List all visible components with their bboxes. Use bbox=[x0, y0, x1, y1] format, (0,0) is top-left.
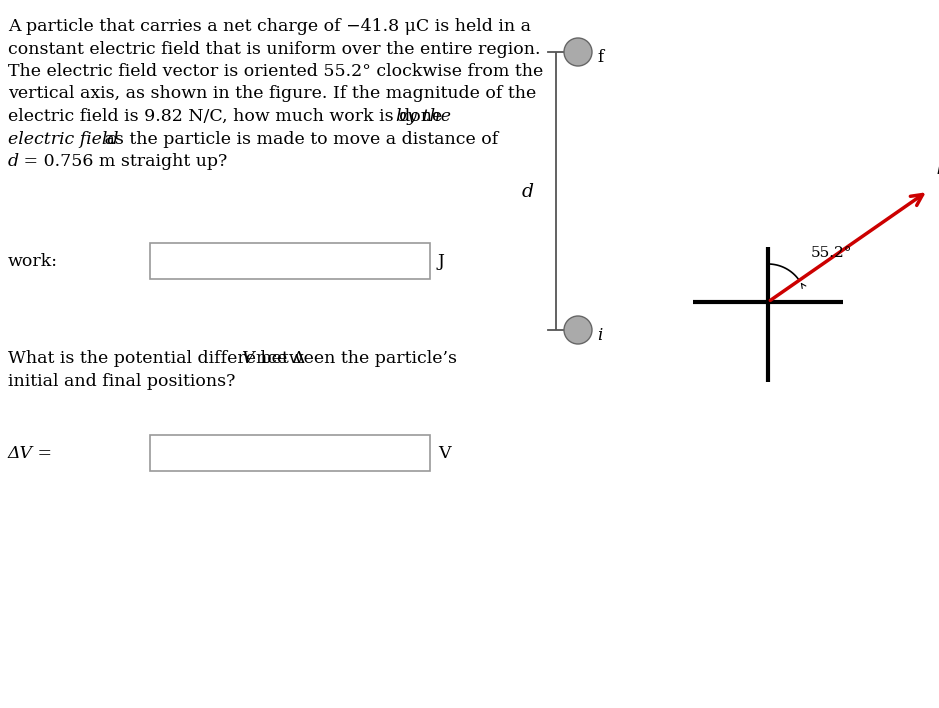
Text: electric field: electric field bbox=[8, 130, 118, 147]
Text: constant electric field that is uniform over the entire region.: constant electric field that is uniform … bbox=[8, 40, 541, 57]
Text: between the particle’s: between the particle’s bbox=[255, 350, 457, 367]
Circle shape bbox=[564, 38, 592, 66]
Text: V: V bbox=[438, 445, 451, 462]
Text: by the: by the bbox=[396, 108, 451, 125]
Text: f: f bbox=[597, 50, 603, 67]
Text: What is the potential difference Δ: What is the potential difference Δ bbox=[8, 350, 305, 367]
Circle shape bbox=[564, 316, 592, 344]
Text: $\vec{E}$: $\vec{E}$ bbox=[936, 156, 939, 178]
Text: as the particle is made to move a distance of: as the particle is made to move a distan… bbox=[99, 130, 499, 147]
Text: V: V bbox=[241, 350, 254, 367]
Text: ΔV =: ΔV = bbox=[8, 445, 53, 462]
Bar bbox=[150, 435, 430, 471]
Text: A particle that carries a net charge of −41.8 μC is held in a: A particle that carries a net charge of … bbox=[8, 18, 531, 35]
Text: d: d bbox=[522, 183, 534, 201]
Text: J: J bbox=[438, 253, 445, 270]
Text: work:: work: bbox=[8, 253, 58, 270]
Bar bbox=[150, 243, 430, 279]
Text: vertical axis, as shown in the figure. If the magnitude of the: vertical axis, as shown in the figure. I… bbox=[8, 86, 536, 103]
Text: electric field is 9.82 N/C, how much work is done: electric field is 9.82 N/C, how much wor… bbox=[8, 108, 448, 125]
Text: = 0.756 m straight up?: = 0.756 m straight up? bbox=[18, 153, 227, 170]
Text: initial and final positions?: initial and final positions? bbox=[8, 372, 236, 389]
Text: i: i bbox=[597, 328, 603, 345]
Text: The electric field vector is oriented 55.2° clockwise from the: The electric field vector is oriented 55… bbox=[8, 63, 544, 80]
Text: 55.2°: 55.2° bbox=[811, 246, 853, 260]
Text: d: d bbox=[8, 153, 19, 170]
